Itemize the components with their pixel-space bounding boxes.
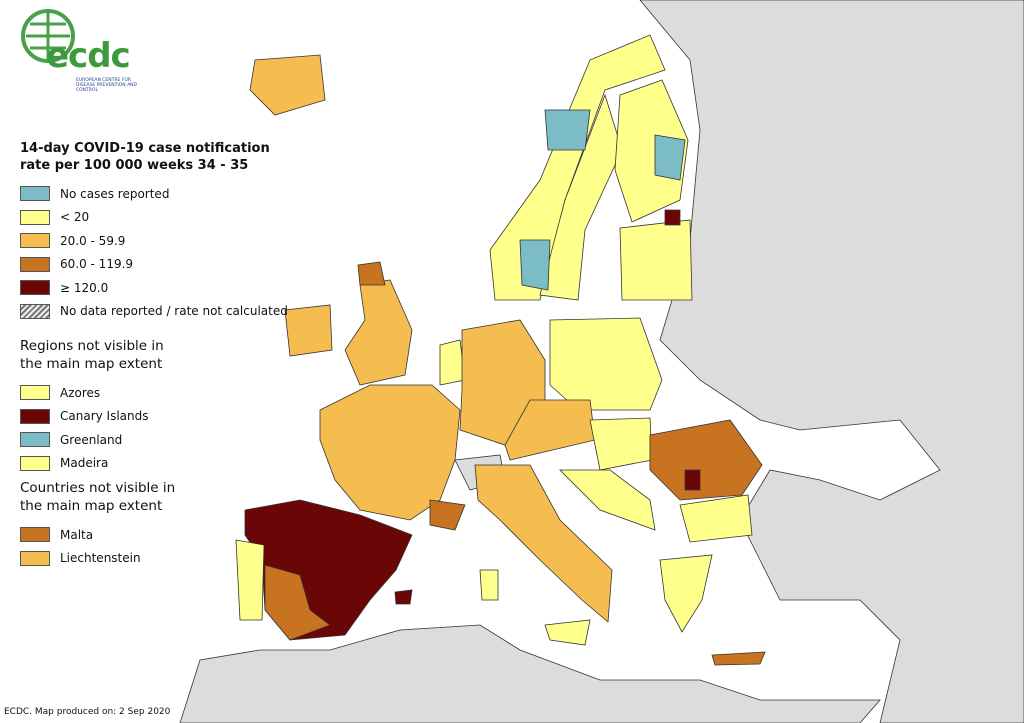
legend-item: 60.0 - 119.9 [20,253,290,277]
legend-swatch [20,186,50,202]
region [654,134,686,181]
region [544,619,591,646]
logo: ecdc EUROPEAN CENTRE FOR DISEASE PREVENT… [18,6,137,93]
legend-swatch [20,408,50,424]
legend-item: Malta [20,523,290,547]
region [504,399,596,461]
region [711,651,766,666]
region [649,419,763,501]
legend-swatch [20,550,50,566]
legend-item: 20.0 - 59.9 [20,229,290,253]
legend-swatch [20,385,50,401]
legend-label: Canary Islands [60,409,149,424]
logo-text: ecdc [46,36,131,76]
legend-swatch [20,280,50,296]
logo-subtitle: EUROPEAN CENTRE FOR DISEASE PREVENTION A… [76,78,137,93]
region [264,564,331,641]
legend-label: Greenland [60,432,123,447]
legend-item: Liechtenstein [20,547,290,571]
legend-swatch [20,233,50,249]
legend-swatch [20,432,50,448]
legend-label: Madeira [60,456,109,471]
legend-label: Azores [60,385,101,400]
legend-title: 14-day COVID-19 case notification rate p… [20,141,270,173]
legend-swatch [20,303,50,319]
region [429,499,466,531]
legend-label: Malta [60,527,94,542]
region [619,219,693,301]
legend-label: No data reported / rate not calculated [60,304,288,319]
section-title: Countries not visible in the main map ex… [20,480,176,514]
region [357,261,386,286]
region [479,569,499,601]
region [664,209,681,226]
legend-item: No data reported / rate not calculated [20,300,290,324]
legend-item: Azores [20,381,290,405]
region [249,54,326,116]
legend-list: No cases reported < 20 20.0 - 59.9 60.0 - 1… [20,182,290,323]
region [684,469,701,491]
region [474,464,613,623]
legend-label: ≥ 120.0 [60,280,109,295]
region [235,539,265,621]
region [519,239,551,291]
legend-item: No cases reported [20,182,290,206]
region [559,469,656,531]
legend-label: 20.0 - 59.9 [60,233,126,248]
legend-swatch [20,455,50,471]
legend-swatch [20,209,50,225]
footer: ECDC. Map produced on: 2 Sep 2020 [4,707,171,717]
region [549,317,663,411]
legend-item: Canary Islands [20,405,290,429]
legend-label: < 20 [60,210,90,225]
legend-item: Madeira [20,452,290,476]
region [319,384,461,521]
legend-item: Greenland [20,428,290,452]
legend: 14-day COVID-19 case notification rate p… [20,140,290,570]
legend-list: Azores Canary Islands Greenland Madeira [20,381,290,475]
region [394,589,413,605]
region [659,554,713,633]
region [344,279,413,386]
logo-globe [21,9,75,63]
legend-swatch [20,527,50,543]
legend-label: 60.0 - 119.9 [60,257,134,272]
region [544,109,591,151]
section-title: Regions not visible in the main map exte… [20,338,164,372]
region [614,79,689,223]
legend-item: ≥ 120.0 [20,276,290,300]
land-africa [179,624,881,723]
legend-label: Liechtenstein [60,551,141,566]
legend-swatch [20,256,50,272]
region [284,304,333,357]
legend-label: No cases reported [60,186,170,201]
legend-list: Malta Liechtenstein [20,523,290,570]
region [679,494,753,543]
legend-item: < 20 [20,206,290,230]
